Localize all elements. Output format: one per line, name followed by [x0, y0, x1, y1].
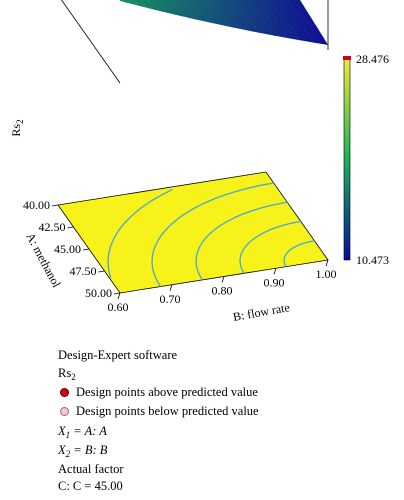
- z-axis-label-sub: 2: [15, 119, 25, 124]
- y-tick-label: 40.00: [23, 198, 50, 212]
- contour-line: [151, 182, 274, 287]
- z-axis-label-main: Rs: [9, 124, 23, 137]
- x-tick-label: 0.80: [212, 284, 233, 298]
- contour-line: [283, 240, 315, 267]
- color-scale-bar: [343, 56, 351, 261]
- below-point-text: Design points below predicted value: [76, 404, 259, 418]
- axis-ticks: 2521.2517.513.75100.600.700.800.901.0040…: [23, 0, 337, 314]
- y-tick-mark: [98, 270, 105, 273]
- actual-factor-value: C: C = 45.00: [58, 479, 123, 493]
- y-tick-label: 50.00: [85, 286, 112, 300]
- x-tick-mark: [169, 284, 173, 291]
- x-tick-mark: [117, 292, 121, 300]
- y-tick-mark: [82, 248, 90, 251]
- x2-sub: 2: [65, 449, 71, 459]
- legend-panel: Design-Expert software Rs2 Design points…: [54, 346, 394, 496]
- x-axis-label: B: flow rate: [232, 300, 291, 324]
- above-point-marker: [60, 388, 69, 397]
- surface-cell: [312, 30, 323, 36]
- contour-line: [195, 201, 288, 281]
- y-tick-label: 45.00: [54, 242, 81, 256]
- x-tick-label: 0.70: [160, 292, 181, 306]
- surface-cell: [119, 0, 128, 3]
- x1-rest: = A: A: [70, 424, 107, 438]
- z-axis-label: Rs2: [9, 119, 25, 136]
- surface-cell: [318, 40, 329, 46]
- response-label-main: Rs: [58, 366, 72, 380]
- contour-lines: [107, 182, 315, 287]
- z-tick-label: 10: [38, 0, 50, 2]
- surface-cell: [306, 19, 316, 26]
- surface-cell: [293, 0, 302, 3]
- surface-cell: [166, 0, 170, 1]
- y-tick-mark: [113, 292, 121, 295]
- below-point-marker: [60, 407, 69, 416]
- surface-cell: [174, 0, 184, 5]
- x-tick-mark: [325, 259, 329, 267]
- plot-box-frame: [61, 0, 329, 84]
- x-tick-label: 0.90: [264, 275, 285, 289]
- surface-cell: [138, 0, 146, 4]
- x1-factor-line: X1 = A: A: [58, 424, 107, 442]
- surface-cell: [241, 0, 250, 4]
- x1-sub: 1: [65, 430, 71, 440]
- y-tick-mark: [67, 226, 74, 229]
- surface-cell: [125, 0, 135, 5]
- response-surface: [119, 0, 329, 46]
- colorbar-max-label: 28.476: [356, 52, 389, 66]
- contour-floor: [57, 171, 329, 294]
- surface-cell: [229, 0, 238, 5]
- actual-factor-label: Actual factor: [58, 462, 124, 476]
- colorbar-max-cap: [343, 56, 351, 60]
- surface-cell: [304, 16, 314, 22]
- y-tick-mark: [51, 204, 59, 207]
- x-tick-label: 0.60: [108, 300, 129, 314]
- colorbar-min-label: 10.473: [356, 253, 389, 267]
- y-axis-label: A: methanol: [23, 230, 64, 290]
- floor-plane: [57, 171, 329, 294]
- contour-line: [107, 188, 173, 278]
- surface-cell: [209, 0, 212, 1]
- surface-cell: [316, 36, 327, 42]
- x2-rest: = B: B: [70, 443, 108, 457]
- response-label-sub: 2: [71, 372, 76, 382]
- colorbar-gradient-bar: [343, 57, 351, 261]
- y-tick-label: 42.50: [39, 220, 66, 234]
- surface-cell: [297, 6, 308, 13]
- x2-main: X: [58, 443, 66, 457]
- response-label: Rs2: [58, 366, 76, 384]
- surface-cell: [300, 9, 310, 16]
- x-tick-mark: [273, 268, 277, 275]
- surface-cell: [270, 0, 278, 2]
- left-base-edge: [61, 0, 121, 84]
- x2-factor-line: X2 = B: B: [58, 443, 107, 461]
- above-point-text: Design points above predicted value: [76, 385, 258, 399]
- x-tick-mark: [221, 276, 225, 283]
- x-tick-label: 1.00: [316, 267, 337, 281]
- x1-main: X: [58, 424, 66, 438]
- surface-cell: [282, 0, 290, 2]
- y-tick-label: 47.50: [70, 264, 97, 278]
- contour-line: [239, 220, 301, 274]
- surface-cell: [150, 0, 158, 2]
- software-label: Design-Expert software: [58, 348, 178, 362]
